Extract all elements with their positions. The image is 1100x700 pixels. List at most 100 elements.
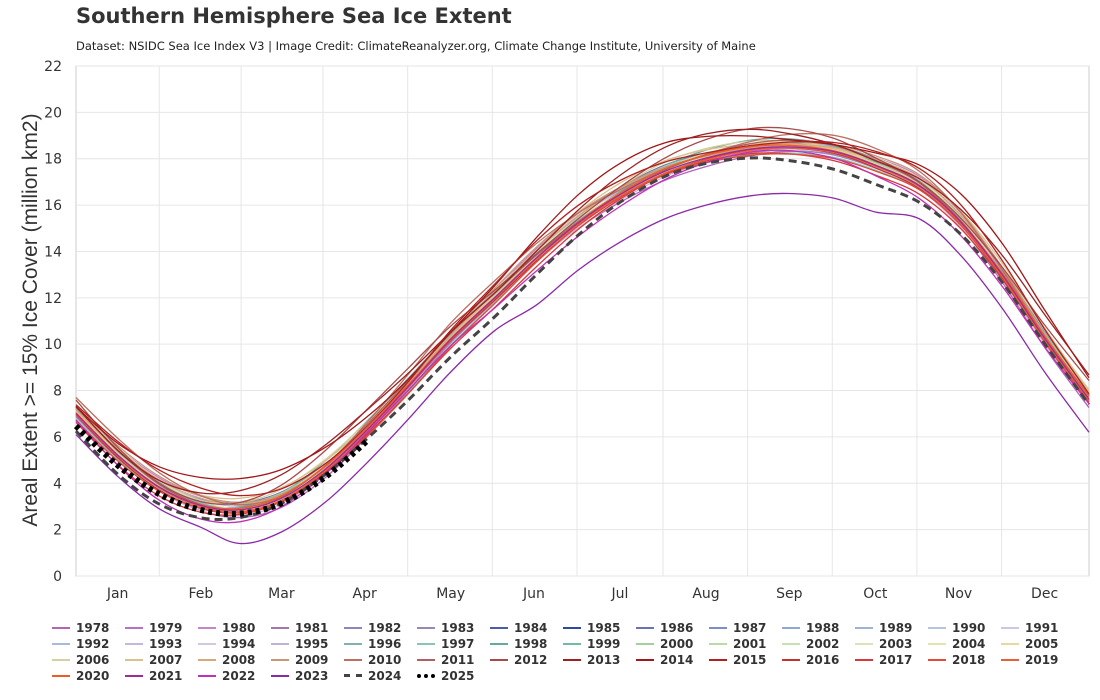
series-line-2017[interactable] [75, 152, 1090, 516]
legend-item-1987[interactable]: 1987 [709, 620, 782, 635]
legend-label: 2008 [222, 652, 256, 667]
legend-label: 2002 [806, 636, 840, 651]
legend-item-1988[interactable]: 1988 [782, 620, 855, 635]
series-line-2021[interactable] [75, 146, 1090, 511]
y-axis-label: Areal Extent >= 15% Ice Cover (million k… [19, 113, 42, 526]
legend-item-2017[interactable]: 2017 [855, 652, 928, 667]
legend-label: 2012 [514, 652, 548, 667]
legend-item-2002[interactable]: 2002 [782, 636, 855, 651]
legend-swatch [52, 674, 70, 677]
legend-swatch [563, 626, 581, 629]
legend-item-2024[interactable]: 2024 [344, 668, 417, 683]
x-tick-label-oct: Oct [863, 586, 888, 602]
series-line-2015[interactable] [75, 140, 1090, 497]
legend-swatch [709, 642, 727, 645]
legend-item-2015[interactable]: 2015 [709, 652, 782, 667]
legend-item-1993[interactable]: 1993 [125, 636, 198, 651]
legend-label: 2025 [441, 668, 475, 683]
legend-item-2009[interactable]: 2009 [271, 652, 344, 667]
legend-item-1992[interactable]: 1992 [52, 636, 125, 651]
legend-item-2021[interactable]: 2021 [125, 668, 198, 683]
legend-item-2014[interactable]: 2014 [636, 652, 709, 667]
y-tick-label: 18 [44, 152, 62, 168]
series-line-2014[interactable] [75, 134, 1090, 480]
series-line-2010[interactable] [75, 132, 1090, 506]
legend-item-2023[interactable]: 2023 [271, 668, 344, 683]
series-line-2024[interactable] [74, 156, 1091, 521]
series-line-2019[interactable] [75, 147, 1090, 513]
legend-swatch [782, 642, 800, 645]
legend-item-2001[interactable]: 2001 [709, 636, 782, 651]
legend-item-1998[interactable]: 1998 [490, 636, 563, 651]
legend-item-2000[interactable]: 2000 [636, 636, 709, 651]
legend-item-1989[interactable]: 1989 [855, 620, 928, 635]
legend-swatch [52, 658, 70, 661]
legend-label: 1982 [368, 620, 402, 635]
legend-item-2019[interactable]: 2019 [1001, 652, 1074, 667]
series-line-2023[interactable] [75, 192, 1090, 545]
legend-item-1983[interactable]: 1983 [417, 620, 490, 635]
legend-item-2010[interactable]: 2010 [344, 652, 417, 667]
chart-subtitle: Dataset: NSIDC Sea Ice Index V3 | Image … [76, 39, 756, 53]
legend-item-1978[interactable]: 1978 [52, 620, 125, 635]
y-tick-label: 14 [44, 244, 62, 260]
series-line-2012[interactable] [75, 126, 1090, 505]
legend-swatch [198, 642, 216, 645]
legend-item-1994[interactable]: 1994 [198, 636, 271, 651]
legend-label: 2023 [295, 668, 329, 683]
legend-label: 1998 [514, 636, 548, 651]
legend-item-2016[interactable]: 2016 [782, 652, 855, 667]
legend-item-2007[interactable]: 2007 [125, 652, 198, 667]
legend-swatch [271, 658, 289, 661]
legend-item-2004[interactable]: 2004 [928, 636, 1001, 651]
legend-item-1980[interactable]: 1980 [198, 620, 271, 635]
legend-item-2012[interactable]: 2012 [490, 652, 563, 667]
legend-label: 2016 [806, 652, 840, 667]
legend-label: 1985 [587, 620, 621, 635]
legend-item-1997[interactable]: 1997 [417, 636, 490, 651]
legend-swatch [417, 626, 435, 629]
legend-item-1981[interactable]: 1981 [271, 620, 344, 635]
legend-label: 1983 [441, 620, 475, 635]
y-tick-label: 6 [53, 430, 62, 446]
legend-item-1986[interactable]: 1986 [636, 620, 709, 635]
legend-swatch [636, 642, 654, 645]
series-line-2025[interactable] [73, 423, 370, 517]
legend-item-2008[interactable]: 2008 [198, 652, 271, 667]
legend-item-2018[interactable]: 2018 [928, 652, 1001, 667]
legend-swatch [198, 674, 216, 677]
legend-item-2006[interactable]: 2006 [52, 652, 125, 667]
legend-swatch [271, 626, 289, 629]
legend-item-2020[interactable]: 2020 [52, 668, 125, 683]
series-line-2018[interactable] [75, 153, 1090, 514]
legend-item-1996[interactable]: 1996 [344, 636, 417, 651]
legend-item-1999[interactable]: 1999 [563, 636, 636, 651]
legend-item-1991[interactable]: 1991 [1001, 620, 1074, 635]
legend-item-2022[interactable]: 2022 [198, 668, 271, 683]
legend-label: 1988 [806, 620, 840, 635]
legend-item-1990[interactable]: 1990 [928, 620, 1001, 635]
legend-swatch [344, 642, 362, 645]
legend-label: 1993 [149, 636, 183, 651]
legend-label: 2013 [587, 652, 621, 667]
series-line-2013[interactable] [75, 128, 1090, 495]
legend-swatch [125, 658, 143, 661]
legend-item-1979[interactable]: 1979 [125, 620, 198, 635]
legend-item-1982[interactable]: 1982 [344, 620, 417, 635]
legend-item-2025[interactable]: 2025 [417, 668, 490, 683]
y-tick-label: 22 [44, 59, 62, 75]
legend-item-1985[interactable]: 1985 [563, 620, 636, 635]
legend-label: 1990 [952, 620, 986, 635]
legend-swatch [782, 658, 800, 661]
legend-swatch [490, 658, 508, 661]
legend-item-1984[interactable]: 1984 [490, 620, 563, 635]
legend-item-2011[interactable]: 2011 [417, 652, 490, 667]
legend-item-2005[interactable]: 2005 [1001, 636, 1074, 651]
legend-item-1995[interactable]: 1995 [271, 636, 344, 651]
legend-swatch [782, 626, 800, 629]
x-tick-label-sep: Sep [776, 586, 803, 602]
legend-label: 1979 [149, 620, 183, 635]
legend-label: 1984 [514, 620, 548, 635]
legend-item-2013[interactable]: 2013 [563, 652, 636, 667]
legend-item-2003[interactable]: 2003 [855, 636, 928, 651]
